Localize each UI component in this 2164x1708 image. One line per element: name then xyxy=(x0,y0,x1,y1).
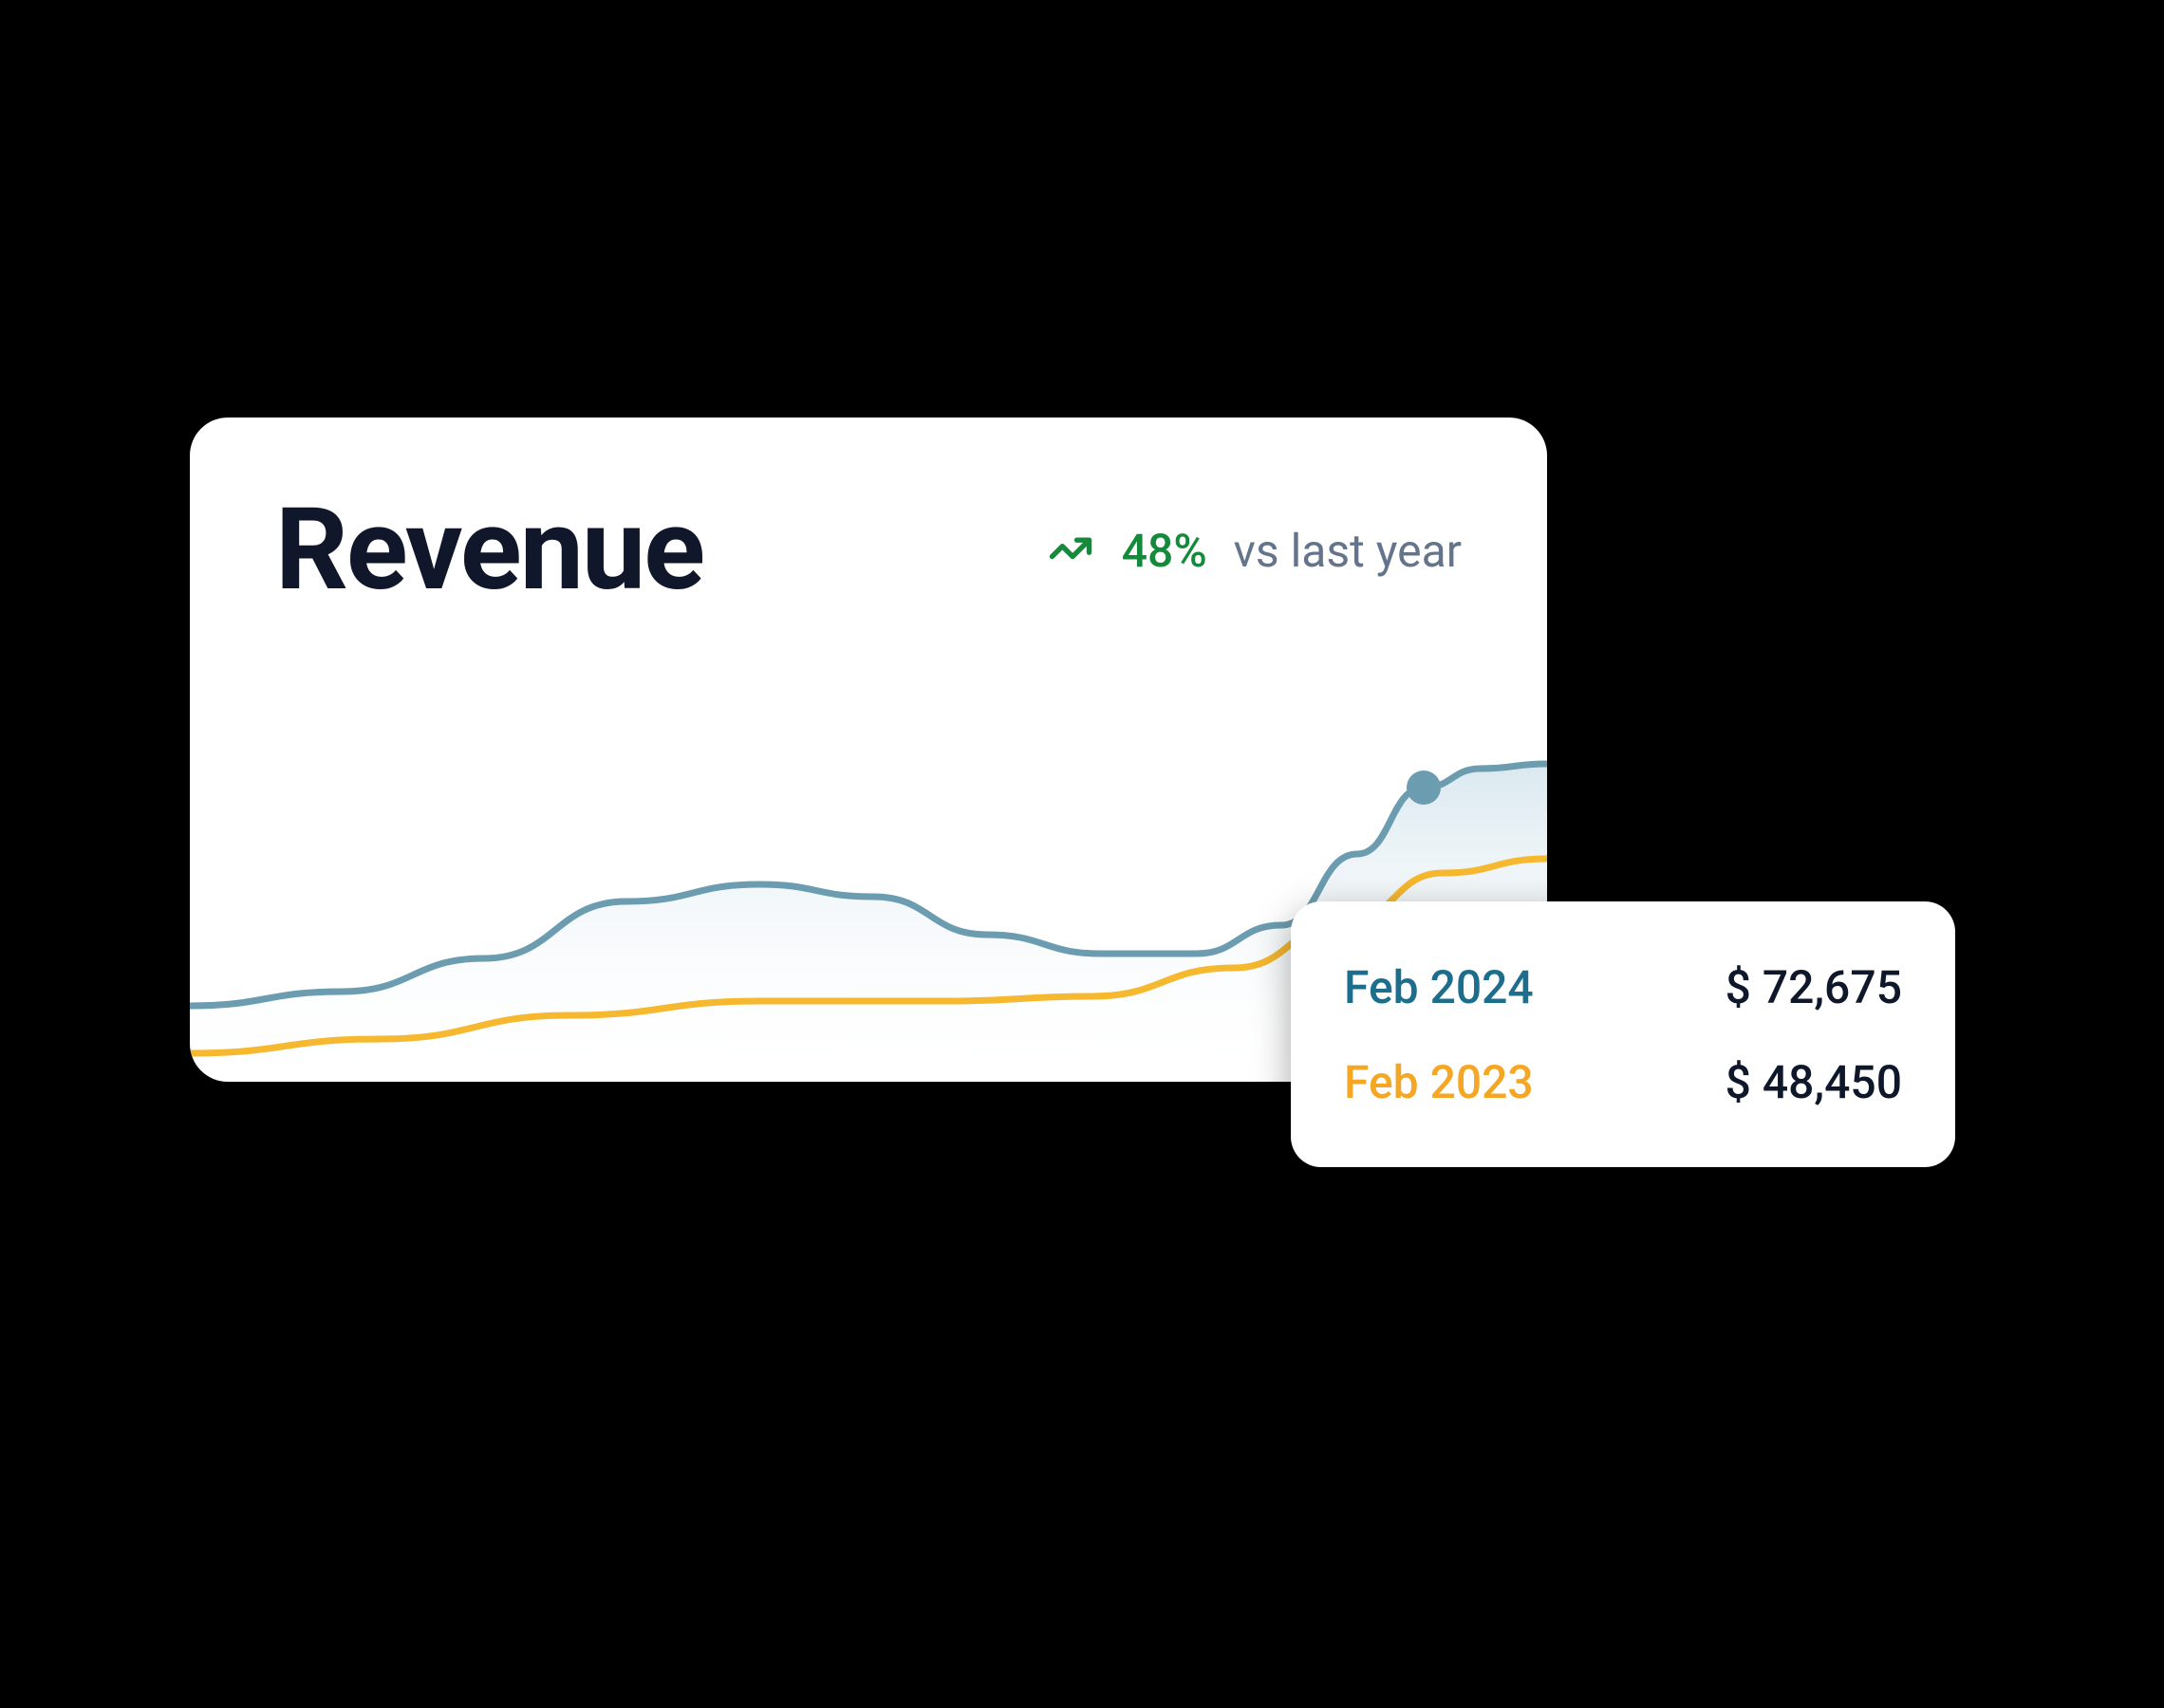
tooltip-row-previous: Feb 2023 $ 48,450 xyxy=(1344,1055,1902,1109)
trend-block: 48% vs last year xyxy=(1046,524,1462,578)
revenue-header: Revenue 48% vs last year xyxy=(190,418,1547,617)
trend-up-icon xyxy=(1046,526,1095,575)
trend-comparison-label: vs last year xyxy=(1234,524,1462,578)
tooltip-value-previous: $ 48,450 xyxy=(1726,1055,1902,1109)
revenue-title: Revenue xyxy=(275,484,1008,617)
tooltip-value-current: $ 72,675 xyxy=(1726,960,1902,1014)
trend-percentage: 48% xyxy=(1122,524,1207,578)
comparison-tooltip: Feb 2024 $ 72,675 Feb 2023 $ 48,450 xyxy=(1291,901,1955,1167)
tooltip-label-previous: Feb 2023 xyxy=(1344,1055,1534,1109)
tooltip-label-current: Feb 2024 xyxy=(1344,960,1534,1014)
tooltip-row-current: Feb 2024 $ 72,675 xyxy=(1344,960,1902,1014)
